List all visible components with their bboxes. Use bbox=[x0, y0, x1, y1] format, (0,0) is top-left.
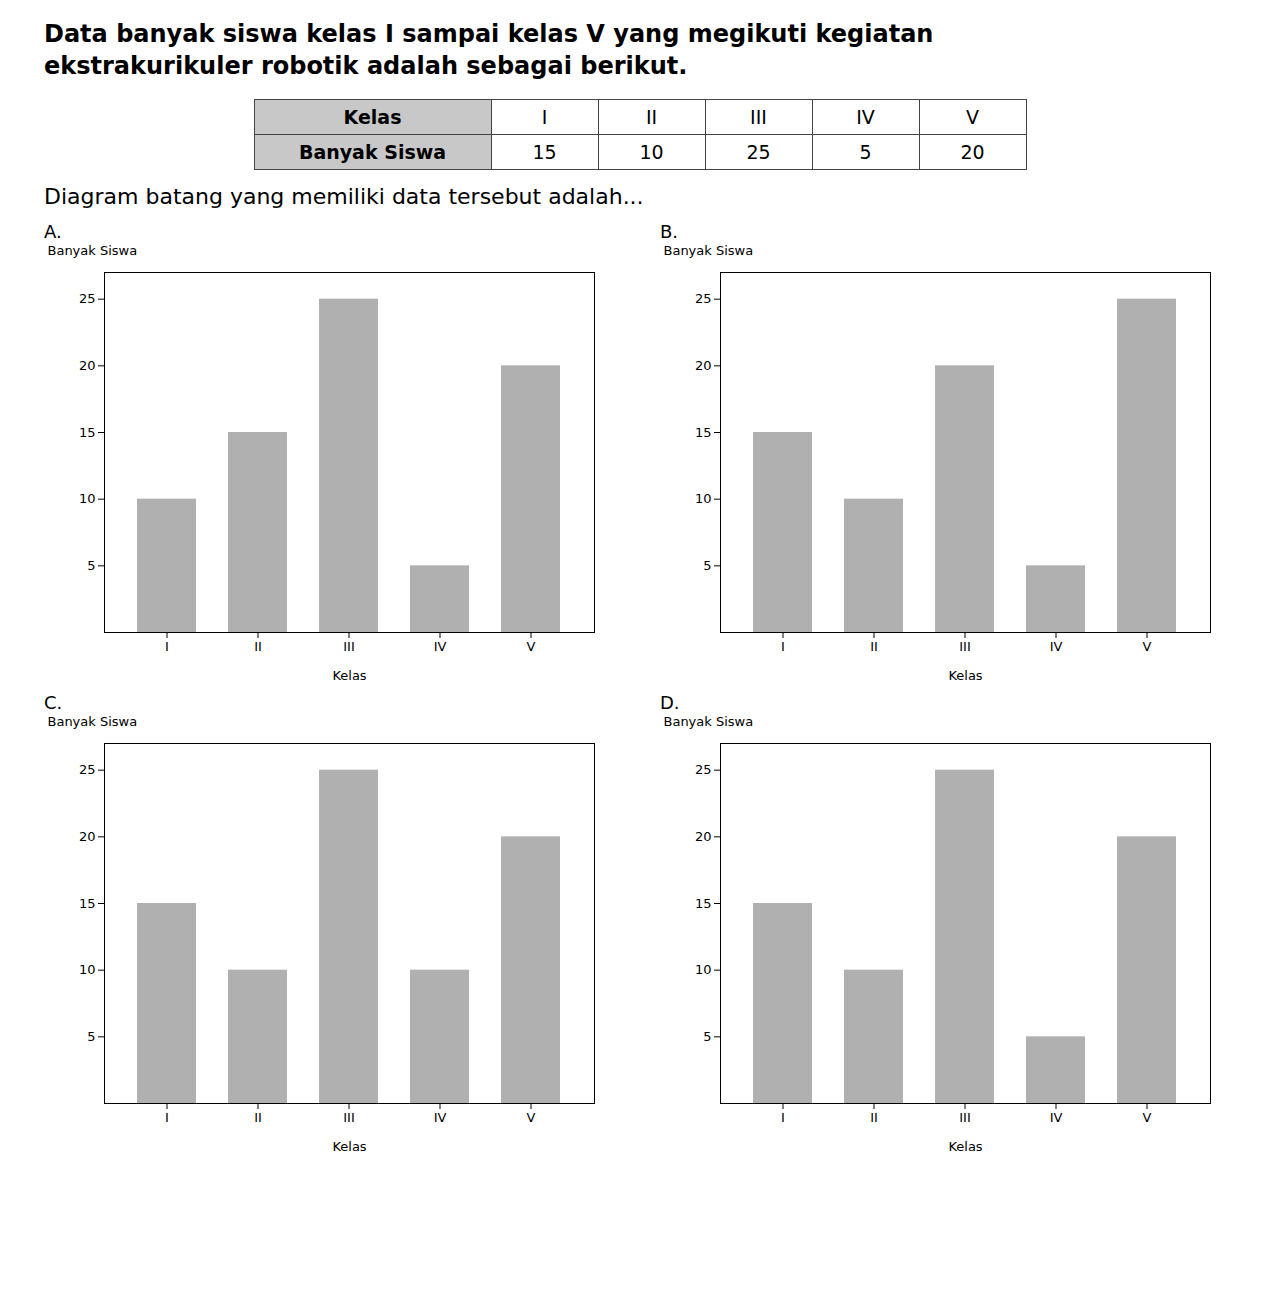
svg-text:IV: IV bbox=[1050, 639, 1063, 654]
html-text:ekstrakurikuler robotik adalah: ekstrakurikuler robotik adalah sebagai b… bbox=[44, 52, 688, 81]
svg-text:II: II bbox=[254, 1110, 262, 1125]
svg-text:Banyak Siswa: Banyak Siswa bbox=[664, 243, 754, 258]
svg-text:IV: IV bbox=[434, 1110, 447, 1125]
html-text:20: 20 bbox=[960, 140, 985, 163]
svg-text:Kelas: Kelas bbox=[332, 1138, 366, 1153]
html-text:Banyak Siswa: Banyak Siswa bbox=[298, 140, 447, 163]
svg-text:Kelas: Kelas bbox=[948, 1138, 982, 1153]
svg-text:5: 5 bbox=[703, 558, 711, 573]
svg-text:I: I bbox=[781, 639, 785, 654]
html-text:Diagram batang yang memiliki d: Diagram batang yang memiliki data terseb… bbox=[44, 183, 644, 209]
svg-text:10: 10 bbox=[695, 491, 712, 506]
svg-text:I: I bbox=[165, 1110, 169, 1125]
svg-text:25: 25 bbox=[695, 762, 712, 777]
svg-text:IV: IV bbox=[1050, 1110, 1063, 1125]
svg-text:20: 20 bbox=[79, 829, 96, 844]
svg-text:15: 15 bbox=[695, 424, 712, 439]
svg-text:Banyak Siswa: Banyak Siswa bbox=[48, 243, 138, 258]
html-text:I: I bbox=[541, 105, 548, 128]
svg-text:20: 20 bbox=[79, 358, 96, 373]
svg-text:V: V bbox=[527, 639, 536, 654]
svg-text:IV: IV bbox=[434, 639, 447, 654]
svg-text:5: 5 bbox=[87, 1029, 95, 1044]
svg-text:10: 10 bbox=[79, 491, 96, 506]
svg-text:10: 10 bbox=[79, 962, 96, 977]
html-text:B.: B. bbox=[660, 220, 679, 242]
html-text:V: V bbox=[966, 105, 979, 128]
svg-text:II: II bbox=[254, 639, 262, 654]
html-text:Kelas: Kelas bbox=[343, 105, 402, 128]
svg-text:III: III bbox=[959, 639, 971, 654]
svg-text:Banyak Siswa: Banyak Siswa bbox=[48, 714, 138, 729]
svg-text:10: 10 bbox=[695, 962, 712, 977]
html-text:A.: A. bbox=[44, 220, 62, 242]
svg-text:III: III bbox=[343, 639, 355, 654]
svg-text:III: III bbox=[959, 1110, 971, 1125]
html-text:II: II bbox=[645, 105, 658, 128]
svg-text:I: I bbox=[165, 639, 169, 654]
html-text:D.: D. bbox=[660, 691, 680, 713]
svg-text:15: 15 bbox=[695, 895, 712, 910]
svg-text:25: 25 bbox=[695, 291, 712, 306]
svg-text:25: 25 bbox=[79, 291, 96, 306]
html-text:5: 5 bbox=[859, 140, 872, 163]
svg-text:II: II bbox=[870, 639, 878, 654]
svg-text:V: V bbox=[527, 1110, 536, 1125]
svg-text:III: III bbox=[343, 1110, 355, 1125]
html-text:IV: IV bbox=[856, 105, 875, 128]
html-text:10: 10 bbox=[639, 140, 664, 163]
svg-text:I: I bbox=[781, 1110, 785, 1125]
html-text:15: 15 bbox=[532, 140, 557, 163]
svg-text:25: 25 bbox=[79, 762, 96, 777]
svg-text:15: 15 bbox=[79, 895, 96, 910]
html-text:25: 25 bbox=[746, 140, 771, 163]
svg-text:5: 5 bbox=[87, 558, 95, 573]
svg-text:Kelas: Kelas bbox=[332, 667, 366, 682]
html-text:Data banyak siswa kelas I samp: Data banyak siswa kelas I sampai kelas V… bbox=[44, 20, 934, 48]
svg-text:V: V bbox=[1143, 639, 1152, 654]
svg-text:20: 20 bbox=[695, 829, 712, 844]
html-text:III: III bbox=[750, 105, 767, 128]
svg-text:Kelas: Kelas bbox=[948, 667, 982, 682]
svg-text:Banyak Siswa: Banyak Siswa bbox=[664, 714, 754, 729]
svg-text:5: 5 bbox=[703, 1029, 711, 1044]
svg-text:20: 20 bbox=[695, 358, 712, 373]
html-text:C.: C. bbox=[44, 691, 63, 713]
svg-text:V: V bbox=[1143, 1110, 1152, 1125]
svg-text:15: 15 bbox=[79, 424, 96, 439]
svg-text:II: II bbox=[870, 1110, 878, 1125]
